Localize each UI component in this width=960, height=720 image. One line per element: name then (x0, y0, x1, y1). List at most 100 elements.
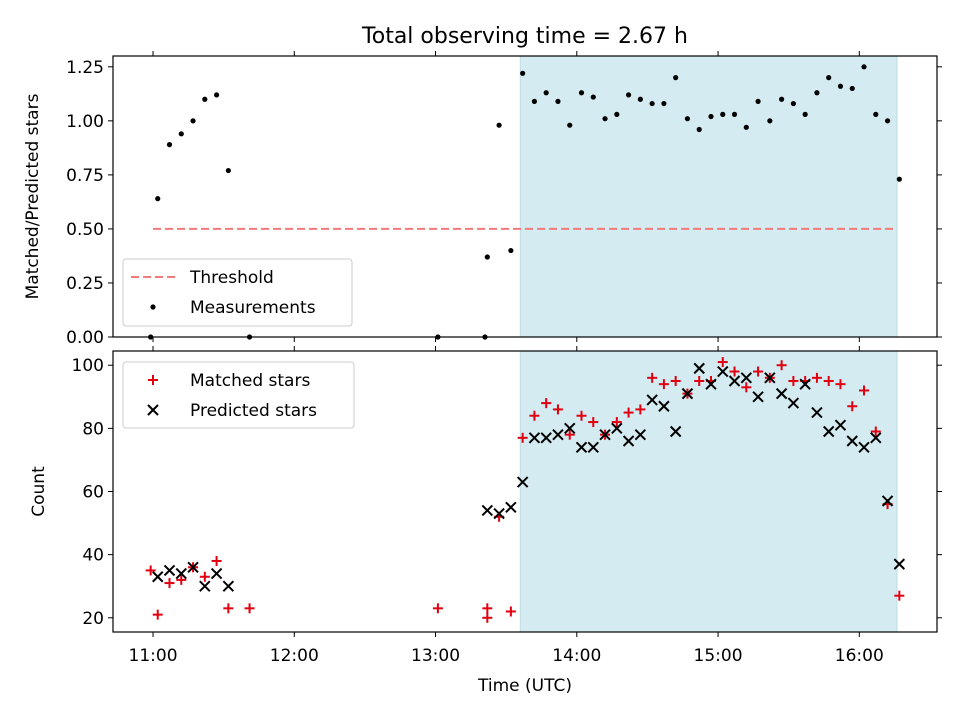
predicted-star-point (775, 387, 788, 400)
measurement-point (696, 126, 702, 133)
predicted-star-point (505, 501, 517, 513)
matched-star-point (145, 565, 156, 576)
measurement-point (720, 111, 726, 117)
predicted-star-point (552, 428, 564, 441)
predicted-star-point (752, 391, 764, 403)
y-tick-label: 80 (82, 419, 104, 439)
matched-star-point (788, 375, 799, 386)
measurement-point (543, 90, 549, 96)
predicted-star-point (658, 400, 670, 412)
chart-title: Total observing time = 2.67 h (361, 24, 688, 49)
measurement-point (178, 131, 184, 137)
predicted-star-point (858, 441, 870, 454)
predicted-star-point (822, 425, 835, 438)
predicted-star-point (646, 394, 658, 406)
predicted-star-point (764, 372, 776, 384)
matched-legend-label: Matched stars (190, 371, 310, 391)
measurement-point (202, 96, 208, 102)
predicted-star-point (152, 571, 164, 583)
matched-star-point (552, 404, 563, 415)
predicted-star-point (210, 567, 223, 580)
top-observing-window (519, 55, 898, 338)
predicted-star-point (799, 378, 811, 390)
measurement-point (637, 96, 643, 102)
bottom-panel: 20 40 60 80 100 11:00 12:00 13:00 14:00 15:00 16:0… (29, 346, 942, 666)
y-tick-label: 1.25 (66, 58, 104, 78)
matched-star-point (529, 410, 540, 421)
predicted-star-point (881, 495, 894, 507)
measurement-point (567, 122, 573, 128)
matched-star-point (211, 555, 222, 566)
matched-star-point (576, 410, 587, 421)
measurement-point (649, 100, 655, 107)
measurement-point (673, 75, 679, 81)
predicted-star-point (599, 428, 611, 441)
measurement-point (661, 100, 667, 107)
measurement-point (225, 167, 231, 174)
top-axes-frame (112, 55, 938, 338)
predicted-star-point (681, 387, 694, 400)
measurement-point (590, 94, 596, 100)
predicted-star-point (870, 432, 882, 444)
measurement-point (873, 111, 879, 117)
measurement-point (213, 92, 220, 98)
measurement-point (520, 70, 526, 76)
matched-star-point (223, 603, 234, 614)
measurement-point (625, 92, 632, 98)
measurement-point (731, 111, 738, 117)
y-tick-label: 1.00 (66, 112, 104, 132)
predicted-legend-swatch (147, 404, 159, 416)
matched-star-point (847, 401, 858, 412)
predicted-star-point (222, 580, 235, 592)
x-axis-label: Time (UTC) (477, 676, 572, 696)
predicted-legend-label: Predicted stars (190, 401, 317, 421)
measurement-point (190, 118, 196, 124)
matched-star-point (541, 398, 552, 409)
predicted-star-point (528, 432, 541, 444)
y-tick-label: 0.00 (66, 328, 104, 348)
predicted-star-point (634, 428, 647, 441)
measurement-point (578, 90, 585, 96)
y-tick-label: 100 (72, 356, 104, 376)
x-tick-label: 16:00 (835, 646, 884, 666)
matched-star-point (741, 382, 752, 393)
matched-star-point (588, 417, 599, 428)
matched-star-point (717, 357, 728, 368)
x-tick-label: 14:00 (552, 646, 601, 666)
measurement-point (802, 111, 808, 117)
predicted-star-point (893, 558, 906, 570)
measurement-point (767, 118, 773, 124)
predicted-star-point (540, 432, 552, 444)
matched-star-point (729, 366, 740, 377)
matched-star-point (635, 404, 646, 415)
y-tick-label: 60 (82, 483, 104, 503)
measurement-point (755, 98, 761, 104)
measurement-point (814, 90, 820, 96)
matched-star-point (505, 606, 516, 617)
measurement-point (790, 100, 796, 107)
predicted-star-point (175, 567, 187, 580)
matched-star-point (199, 571, 210, 582)
predicted-star-point (575, 441, 588, 454)
measurement-point (896, 176, 902, 182)
bottom-legend: Matched stars Predicted stars (122, 361, 355, 429)
predicted-star-point (163, 564, 176, 577)
predicted-star-point (564, 422, 576, 435)
matched-star-point (244, 603, 255, 614)
predicted-star-point (787, 397, 800, 409)
measurement-point (849, 85, 855, 92)
measurement-point (555, 98, 561, 104)
matched-star-point (870, 426, 881, 437)
measurement-point (837, 83, 844, 89)
measurement-point (884, 118, 891, 124)
measurement-point (602, 116, 608, 122)
matched-star-point (482, 612, 493, 623)
matched-star-point (894, 590, 905, 601)
matched-star-point (176, 574, 187, 585)
matched-star-point (623, 407, 634, 418)
predicted-star-point (481, 504, 494, 517)
predicted-star-point (611, 422, 623, 435)
measurement-point (614, 111, 620, 117)
matched-star-point (517, 432, 528, 443)
